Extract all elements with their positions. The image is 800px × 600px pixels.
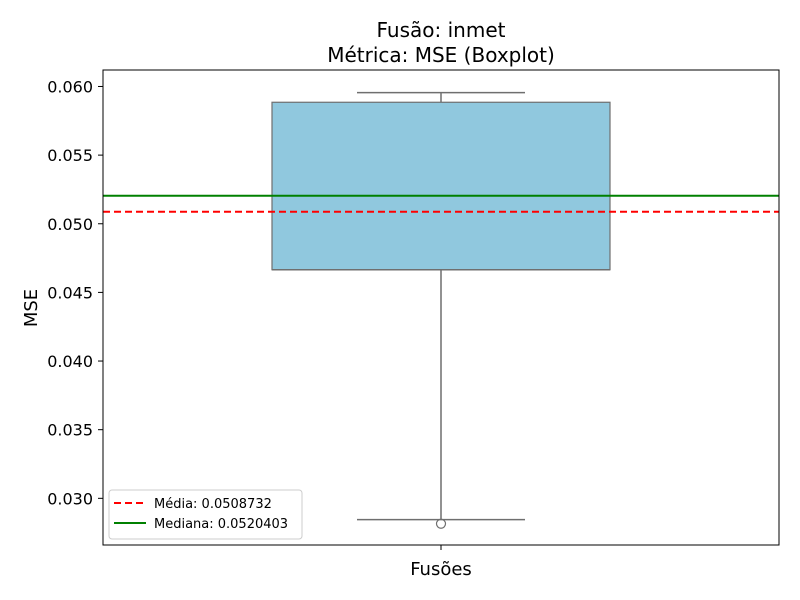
y-tick-label: 0.030	[47, 489, 93, 508]
y-tick-label: 0.055	[47, 146, 93, 165]
y-tick-label: 0.035	[47, 421, 93, 440]
legend: Média: 0.0508732 Mediana: 0.0520403	[108, 489, 303, 540]
y-tick-label: 0.045	[47, 283, 93, 302]
y-tick-label: 0.060	[47, 77, 93, 96]
y-axis-ticks: 0.030 0.035 0.040 0.045 0.050 0.055 0.060	[47, 77, 442, 550]
y-tick-label: 0.050	[47, 215, 93, 234]
outlier-point	[435, 518, 447, 529]
plot-area	[102, 69, 780, 546]
x-axis-label: Fusões	[410, 559, 472, 580]
legend-mean-label: Média: 0.0508732	[154, 497, 272, 512]
chart-title-line1: Fusão: inmet	[377, 18, 506, 42]
chart-title-line2: Métrica: MSE (Boxplot)	[327, 43, 555, 67]
box-iqr	[271, 101, 611, 271]
legend-frame	[108, 489, 303, 540]
legend-median-label: Mediana: 0.0520403	[154, 517, 288, 532]
y-axis-label: MSE	[21, 289, 42, 327]
y-tick-label: 0.040	[47, 352, 93, 371]
